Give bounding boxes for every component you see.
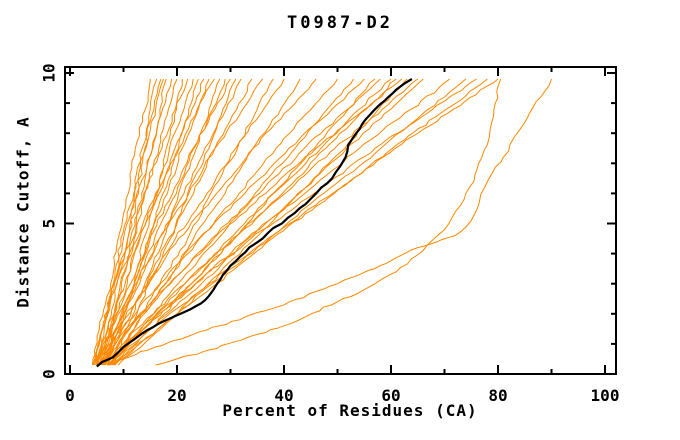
model-curve: [108, 78, 397, 366]
model-curve: [96, 78, 205, 366]
model-curve: [92, 78, 189, 366]
model-curve: [113, 78, 376, 366]
model-curve: [107, 78, 499, 366]
axis-ticks: [65, 67, 616, 375]
model-curve: [104, 78, 338, 366]
model-curve: [97, 78, 365, 366]
x-tick-label: 40: [274, 386, 293, 405]
model-curve: [96, 78, 231, 366]
chart-title: T0987-D2: [287, 13, 393, 33]
model-curve: [106, 78, 451, 366]
x-tick-label: 60: [381, 386, 400, 405]
y-tick-label: 10: [40, 63, 59, 82]
highlight-model-curve: [96, 78, 413, 368]
model-curve: [92, 78, 215, 366]
model-curve: [100, 78, 226, 366]
model-curve: [111, 78, 424, 366]
model-curve: [155, 78, 502, 366]
model-curve: [117, 78, 408, 366]
model-curve: [100, 78, 242, 366]
model-curve: [92, 78, 151, 366]
y-tick-label: 5: [40, 219, 59, 229]
model-curve: [109, 78, 237, 366]
model-curve: [100, 78, 285, 366]
model-curve: [103, 78, 419, 366]
y-axis-label: Distance Cutoff, A: [13, 116, 33, 308]
x-tick-label: 80: [488, 386, 507, 405]
x-tick-label: 0: [65, 386, 75, 405]
highlight-curve: [96, 78, 413, 368]
x-tick-label: 20: [167, 386, 186, 405]
model-curve: [103, 78, 253, 366]
model-curve: [110, 78, 301, 366]
y-tick-label: 0: [40, 369, 59, 379]
model-curve: [108, 78, 274, 366]
x-axis-label: Percent of Residues (CA): [222, 401, 478, 420]
model-curve: [98, 78, 403, 366]
model-curve: [101, 78, 381, 366]
model-curve: [103, 78, 477, 366]
model-curve: [93, 78, 165, 366]
model-curve: [102, 78, 210, 366]
plot-frame: [64, 66, 617, 375]
x-tick-label: 100: [591, 386, 620, 405]
model-curve: [114, 78, 488, 366]
model-curve: [107, 78, 552, 366]
model-curve: [96, 78, 263, 366]
model-curve: [98, 78, 317, 366]
model-curve: [96, 78, 158, 366]
tick-labels: 0 20 40 60 80 100 0 5 10: [40, 63, 620, 405]
